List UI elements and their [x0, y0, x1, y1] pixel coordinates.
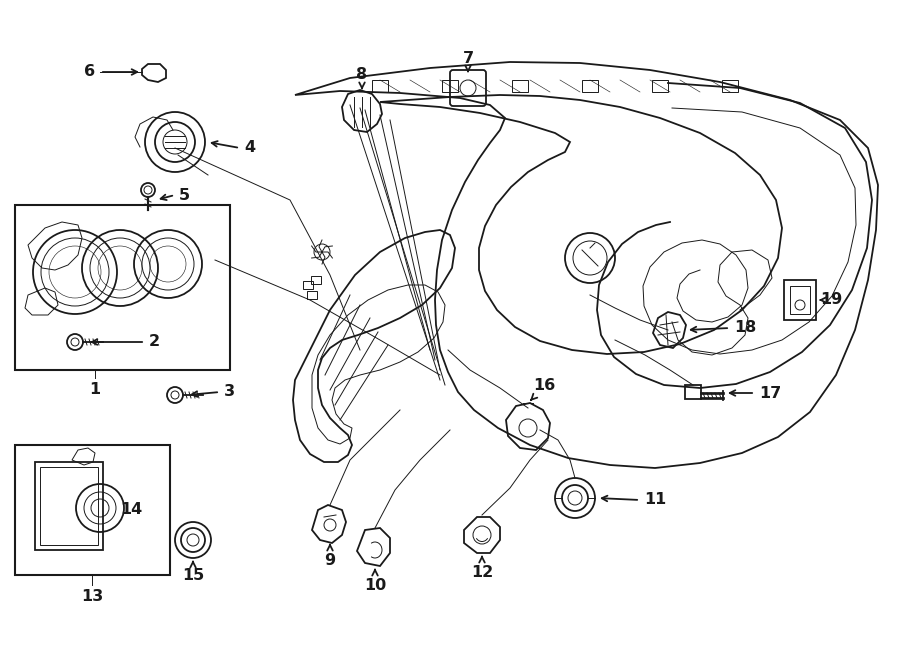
Bar	[790, 286, 810, 314]
Text: 6: 6	[84, 65, 95, 79]
Bar	[15, 205, 230, 370]
Bar	[784, 280, 816, 320]
Text: 13: 13	[81, 589, 104, 604]
Text: 16: 16	[533, 378, 555, 393]
Text: 3: 3	[224, 385, 235, 399]
Text: 5: 5	[179, 188, 190, 202]
Bar	[512, 80, 528, 92]
Bar	[40, 467, 98, 545]
Text: 14: 14	[120, 502, 142, 518]
Text: 15: 15	[182, 568, 204, 583]
Bar	[15, 445, 170, 575]
Text: 18: 18	[734, 321, 756, 336]
Bar	[303, 281, 313, 289]
Bar	[442, 80, 458, 92]
Text: 10: 10	[364, 578, 386, 593]
Text: 7: 7	[463, 51, 473, 66]
Bar	[307, 291, 317, 299]
Bar	[372, 80, 388, 92]
Text: 4: 4	[244, 141, 255, 155]
Text: 19: 19	[820, 293, 842, 307]
Bar	[582, 80, 598, 92]
Bar	[652, 80, 668, 92]
Text: 17: 17	[759, 385, 781, 401]
Text: 11: 11	[644, 492, 666, 508]
Bar	[311, 276, 321, 284]
Text: 1: 1	[89, 382, 101, 397]
Bar	[35, 462, 103, 550]
Text: 8: 8	[356, 67, 367, 82]
Text: 2: 2	[149, 334, 160, 350]
Bar	[685, 385, 701, 399]
Text: 12: 12	[471, 565, 493, 580]
Bar	[722, 80, 738, 92]
Text: 9: 9	[324, 553, 336, 568]
